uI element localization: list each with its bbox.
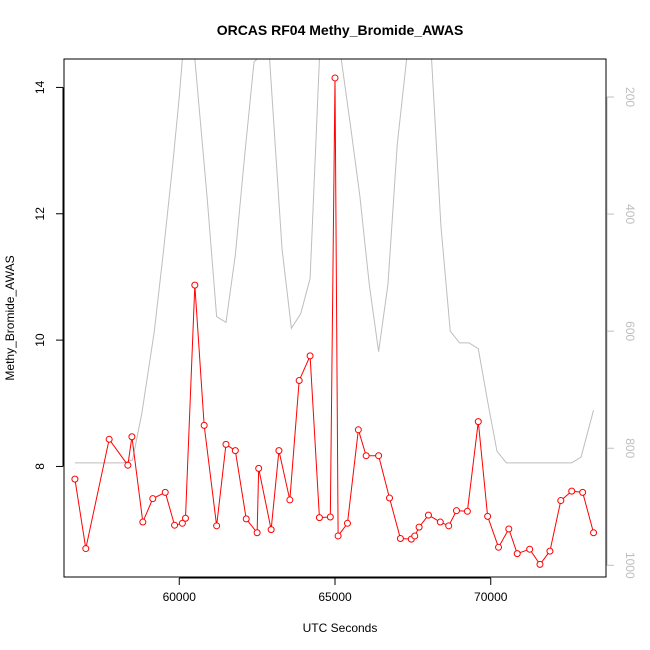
y2-tick-label: 1000: [623, 552, 637, 579]
x-axis-label: UTC Seconds: [303, 621, 378, 635]
data-point: [396, 534, 404, 542]
y-tick-label: 10: [33, 333, 47, 347]
y2-tick-label: 400: [623, 204, 637, 224]
data-point: [331, 74, 339, 82]
data-point: [386, 494, 394, 502]
data-point: [139, 518, 147, 526]
y-tick-label: 8: [33, 463, 47, 470]
data-point: [445, 522, 453, 530]
data-point: [295, 377, 303, 385]
data-point: [242, 515, 250, 523]
series-line-left: [74, 77, 595, 566]
y2-axis: 200 400 600 800 1000: [606, 87, 637, 579]
series-left: [71, 74, 598, 568]
data-point: [375, 452, 383, 460]
data-point: [222, 440, 230, 448]
data-point: [181, 514, 189, 522]
data-point: [362, 452, 370, 460]
data-point: [436, 518, 444, 526]
x-tick-label: 65000: [318, 590, 352, 604]
data-point: [568, 487, 576, 495]
series-line-right: [74, 59, 595, 464]
plot-frame: [63, 58, 607, 578]
data-point: [424, 511, 432, 519]
data-point: [286, 496, 294, 504]
data-point: [124, 461, 132, 469]
y2-tick-label: 200: [623, 87, 637, 107]
data-point: [452, 507, 460, 515]
data-point: [161, 488, 169, 496]
data-point: [267, 526, 275, 534]
data-point: [253, 529, 261, 537]
data-point: [579, 488, 587, 496]
data-point: [191, 281, 199, 289]
y2-tick-label: 600: [623, 321, 637, 341]
data-point: [513, 550, 521, 558]
data-point: [495, 543, 503, 551]
data-point: [171, 521, 179, 529]
y-tick-label: 12: [33, 207, 47, 221]
data-point: [343, 519, 351, 527]
data-point: [128, 433, 136, 441]
data-point: [149, 495, 157, 503]
data-point: [411, 532, 419, 540]
data-point: [590, 529, 598, 537]
y-tick-label: 14: [33, 80, 47, 94]
data-point: [326, 513, 334, 521]
data-point: [213, 522, 221, 530]
x-tick-label: 70000: [474, 590, 508, 604]
data-point: [105, 435, 113, 443]
data-point: [334, 532, 342, 540]
data-point: [505, 525, 513, 533]
chart-title: ORCAS RF04 Methy_Bromide_AWAS: [217, 22, 464, 38]
series-right: [74, 59, 595, 464]
data-point: [178, 519, 186, 527]
data-point: [231, 447, 239, 455]
data-point: [71, 475, 79, 483]
data-point: [82, 545, 90, 553]
data-point: [275, 447, 283, 455]
data-point: [415, 523, 423, 531]
y-axis-label: Methy_Bromide_AWAS: [3, 255, 17, 380]
data-point: [463, 507, 471, 515]
data-point: [484, 512, 492, 520]
data-point: [200, 421, 208, 429]
data-point: [557, 497, 565, 505]
data-point: [306, 352, 314, 360]
plot-area: [63, 58, 607, 578]
y2-tick-label: 800: [623, 438, 637, 458]
data-point: [255, 464, 263, 472]
data-point: [526, 545, 534, 553]
y-axis: 8 10 12 14: [33, 80, 64, 470]
data-point: [354, 426, 362, 434]
data-point: [315, 514, 323, 522]
data-point: [536, 560, 544, 568]
x-axis: 60000 65000 70000: [163, 577, 508, 604]
data-point: [546, 547, 554, 555]
data-point: [474, 418, 482, 426]
x-tick-label: 60000: [163, 590, 197, 604]
